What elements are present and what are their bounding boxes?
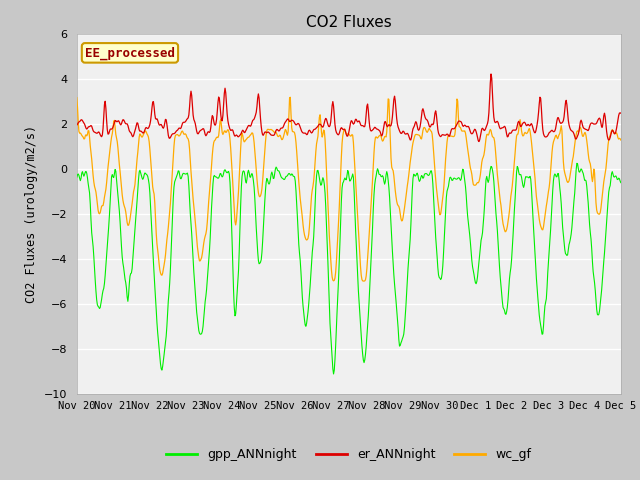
Title: CO2 Fluxes: CO2 Fluxes [306, 15, 392, 30]
Legend: gpp_ANNnight, er_ANNnight, wc_gf: gpp_ANNnight, er_ANNnight, wc_gf [161, 443, 536, 466]
Text: EE_processed: EE_processed [85, 46, 175, 60]
Y-axis label: CO2 Fluxes (urology/m2/s): CO2 Fluxes (urology/m2/s) [25, 124, 38, 303]
